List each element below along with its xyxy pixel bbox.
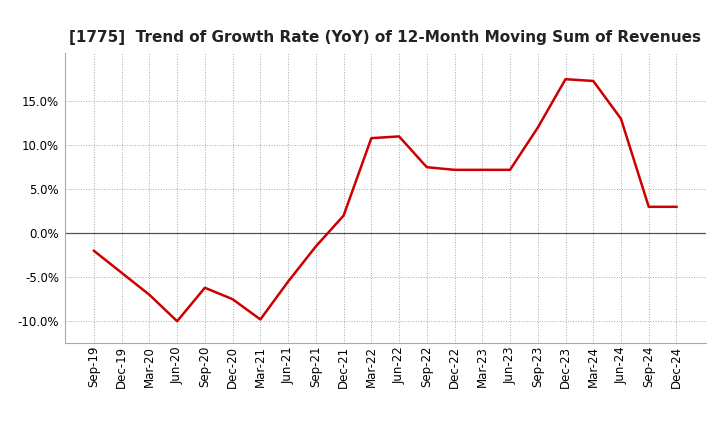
Title: [1775]  Trend of Growth Rate (YoY) of 12-Month Moving Sum of Revenues: [1775] Trend of Growth Rate (YoY) of 12-…	[69, 29, 701, 45]
